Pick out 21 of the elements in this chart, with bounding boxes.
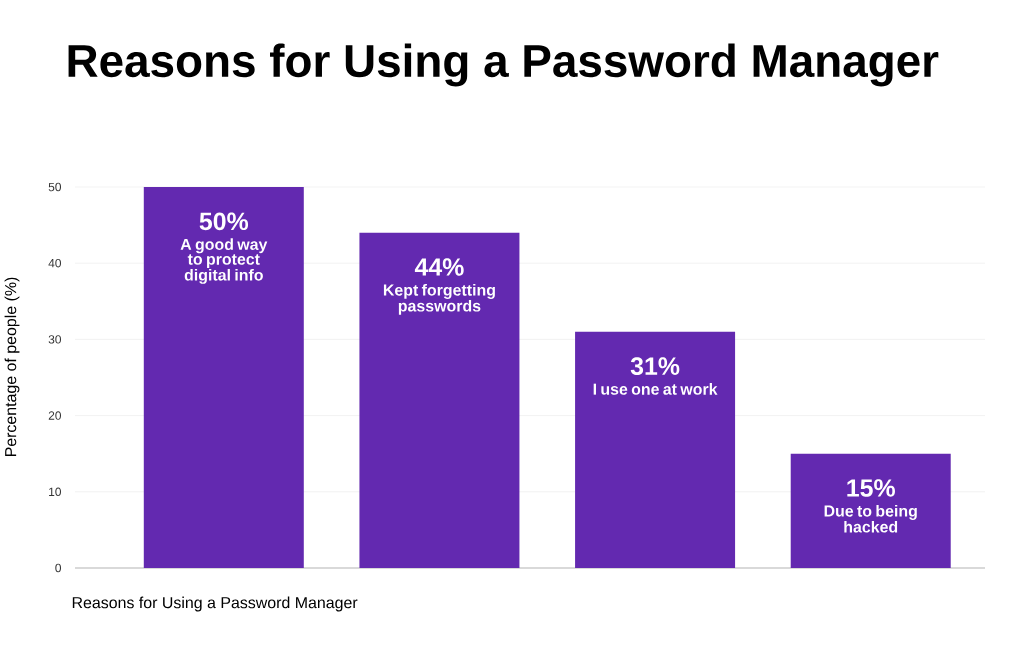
- bar: [143, 187, 304, 568]
- data-label: 31%: [630, 357, 680, 375]
- x-axis-title: Reasons for Using a Password Manager: [72, 596, 358, 612]
- x-tick-label: I use one at work: [593, 383, 718, 395]
- data-label: 44%: [414, 258, 464, 276]
- bar: [575, 331, 736, 568]
- x-tick-label: Kept forgetting passwords: [383, 283, 495, 315]
- y-tick-label: 50: [48, 182, 62, 192]
- bar: [359, 232, 520, 568]
- y-tick-label: 20: [48, 411, 62, 420]
- y-tick-label: 0: [55, 563, 62, 573]
- data-label: 50%: [199, 212, 249, 231]
- x-tick-label: Due to being hacked: [824, 504, 917, 533]
- chart-title: Reasons for Using a Password Manager: [68, 43, 939, 87]
- bar: [790, 453, 951, 568]
- x-tick-label: A good way to protect digital info: [180, 238, 268, 284]
- y-tick-label: 10: [49, 487, 62, 497]
- y-axis-title: Percentage of people (%): [4, 277, 20, 457]
- y-tick-label: 30: [48, 335, 62, 344]
- y-tick-label: 40: [48, 258, 62, 268]
- data-label: 15%: [847, 479, 895, 497]
